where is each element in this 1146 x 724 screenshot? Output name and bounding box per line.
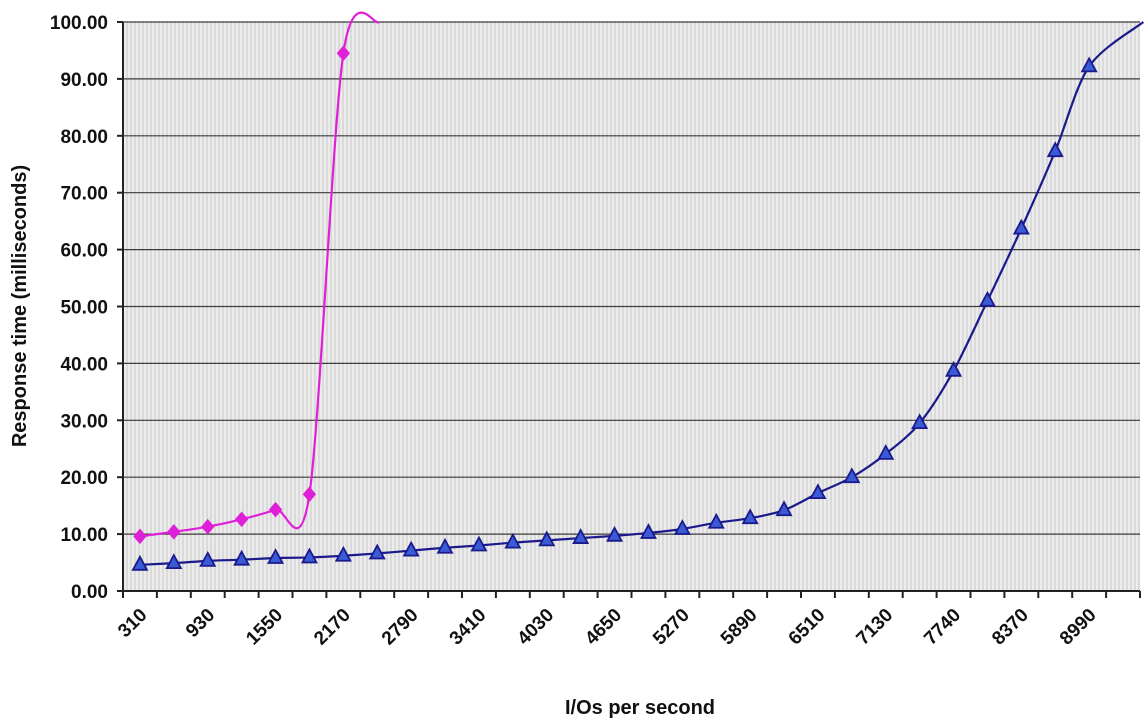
y-tick-label: 60.00 [60,241,108,262]
y-tick-label: 100.00 [50,13,108,34]
series-2-point [639,523,657,539]
series-2-point [1080,56,1098,73]
y-tick-label: 90.00 [60,70,108,91]
series-2-point [267,548,285,564]
series-1-point [234,511,249,528]
series-2-point [436,537,454,554]
horizontal-gridlines [123,21,1140,535]
series-2-point [707,512,725,529]
series-1-point [336,45,351,62]
x-axis-title: I/Os per second [565,697,715,719]
series-2-point [470,535,488,552]
y-tick-label: 20.00 [60,468,108,489]
series-2-point [165,553,183,570]
series-2-point [843,467,861,484]
y-axis-title: Response time (milliseconds) [9,165,31,447]
series-2-point [402,540,420,557]
series-2-point [911,413,929,430]
y-tick-label: 40.00 [60,354,108,375]
x-tick-label: 7130 [853,605,898,650]
x-tick-label: 1550 [242,605,287,650]
y-tick-label: 10.00 [60,525,108,546]
x-tick-label: 310 [114,605,151,642]
x-axis-tick-labels: 310 930 1550 2170 2790 3410 4030 4650 5270 5890 65… [114,605,1100,650]
series-2-point [233,549,251,566]
series-1-point [133,528,147,545]
x-tick-label: 4030 [514,605,559,650]
y-tick-label: 0.00 [71,582,108,603]
series-2-point [945,360,963,377]
x-tick-label: 5890 [717,605,762,650]
series-2-point [572,528,590,544]
series-2-point [199,550,217,567]
series-1-point [302,486,317,503]
axes [117,21,1141,598]
series-2-point [131,554,149,571]
x-tick-label: 7740 [920,605,965,650]
x-tick-label: 3410 [446,605,491,650]
x-tick-label: 8990 [1056,605,1101,650]
series-2-point [538,530,556,547]
series-2-point [877,443,895,460]
x-tick-label: 2790 [378,605,423,650]
series-2-point [978,290,996,307]
y-tick-label: 70.00 [60,184,108,205]
x-tick-label: 930 [182,605,219,642]
x-tick-label: 4650 [581,605,626,650]
series-2-point [1046,141,1064,158]
series-2-point [300,547,318,564]
series-1-point [167,524,181,540]
series-2-point [1012,218,1030,235]
x-tick-label: 5270 [649,605,694,650]
y-axis-tick-labels: 0.00 10.00 20.00 30.00 40.00 50.00 60.00 70.00 8… [50,13,108,603]
series-markers [131,45,1098,571]
y-tick-label: 50.00 [60,298,108,319]
series-2-point [809,483,827,500]
series-2-point [504,532,522,549]
y-tick-label: 30.00 [60,411,108,432]
series-2-point [334,545,352,562]
y-tick-label: 80.00 [60,127,108,148]
series-2-point [741,508,759,525]
x-tick-label: 8370 [988,605,1033,650]
x-tick-label: 2170 [310,605,355,650]
x-tick-label: 6510 [785,605,830,650]
series-2-point [673,519,691,535]
series-2-point [606,525,624,542]
series-1-point [268,501,283,518]
series-1-point [201,518,215,535]
series-2-point [775,500,793,517]
series-2-point [368,543,386,560]
